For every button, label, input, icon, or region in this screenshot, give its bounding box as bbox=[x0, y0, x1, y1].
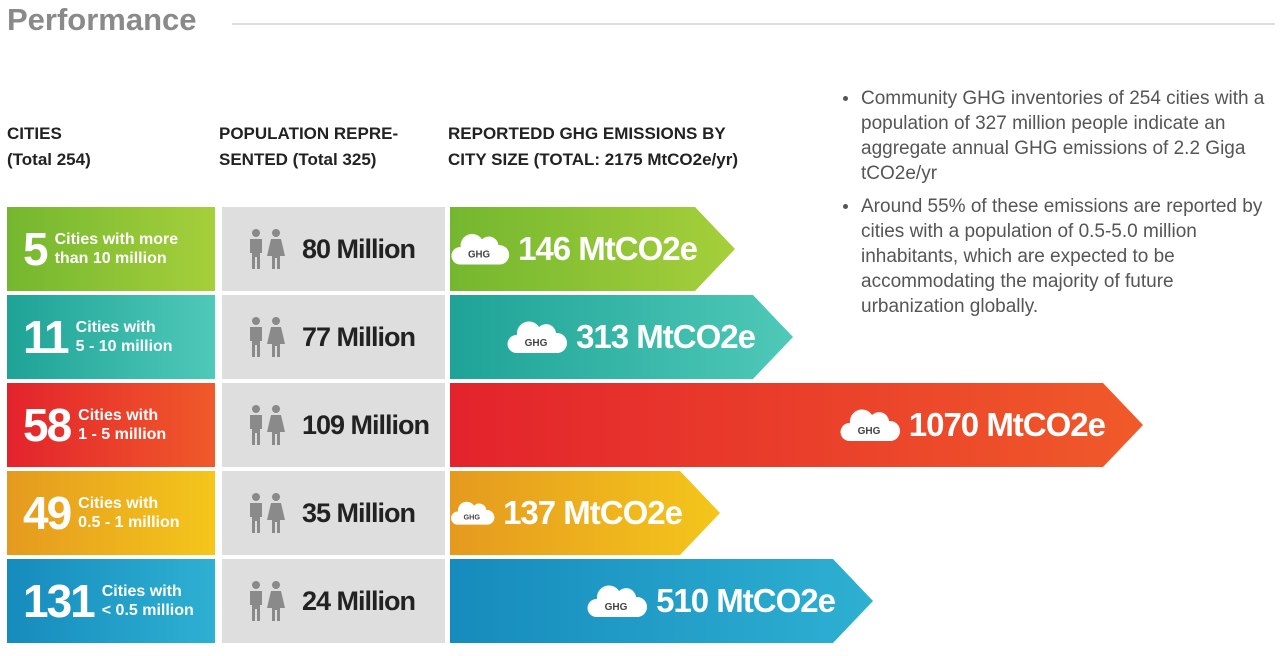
icon-head bbox=[272, 493, 280, 501]
city-count: 11 bbox=[23, 311, 70, 363]
icon-head bbox=[252, 317, 260, 325]
title: Performance bbox=[7, 2, 197, 37]
column-header: POPULATION REPRE- SENTED (Total 325) bbox=[219, 124, 399, 169]
city-label: Cities with more than 10 million bbox=[54, 231, 179, 267]
bullet: Community GHG inventories of 254 cities … bbox=[840, 86, 1280, 186]
column-header: REPORTEDD GHG EMISSIONS BY CITY SIZE (TO… bbox=[448, 124, 739, 169]
icon-head bbox=[252, 405, 260, 413]
icon-head bbox=[252, 581, 260, 589]
icon-body bbox=[267, 415, 285, 445]
icon-body bbox=[267, 503, 285, 533]
ghg-cloud: GHG bbox=[839, 407, 901, 443]
people-icon bbox=[250, 405, 285, 445]
cloud-label: GHG bbox=[464, 513, 481, 522]
bullet-list: Community GHG inventories of 254 cities … bbox=[840, 86, 1280, 327]
city-count: 58 bbox=[23, 399, 72, 451]
people-icon bbox=[250, 493, 285, 533]
icon-body bbox=[250, 327, 262, 357]
population-cell: 80 Million bbox=[222, 207, 445, 291]
population-cell: 77 Million bbox=[222, 295, 445, 379]
city-count: 131 bbox=[23, 575, 96, 627]
people-icon bbox=[250, 229, 285, 269]
cloud-shape bbox=[451, 502, 494, 525]
icon-body bbox=[267, 239, 285, 269]
population-cell: 24 Million bbox=[222, 559, 445, 643]
emissions: 146 MtCO2e bbox=[518, 230, 697, 267]
population-cell: 35 Million bbox=[222, 471, 445, 555]
city-cell: 5 Cities with more than 10 million bbox=[7, 207, 215, 291]
icon-body bbox=[250, 503, 262, 533]
emissions-arrow: GHG 146 MtCO2e bbox=[450, 207, 735, 291]
emissions: 1070 MtCO2e bbox=[908, 406, 1105, 443]
city-label: Cities with 5 - 10 million bbox=[75, 319, 173, 355]
emissions-arrow: GHG 510 MtCO2e bbox=[450, 559, 873, 643]
icon-head bbox=[272, 581, 280, 589]
cloud-label: GHG bbox=[857, 426, 880, 437]
city-label: Cities with 1 - 5 million bbox=[78, 407, 167, 443]
emissions-arrow: GHG 1070 MtCO2e bbox=[450, 383, 1143, 467]
column-header: CITIES (Total 254) bbox=[7, 124, 91, 169]
cloud-shape bbox=[840, 409, 900, 441]
ghg-cloud: GHG bbox=[450, 495, 495, 531]
icon-body bbox=[250, 415, 262, 445]
cloud-label: GHG bbox=[605, 602, 628, 613]
ghg-cloud: GHG bbox=[506, 319, 568, 355]
city-cell: 49 Cities with 0.5 - 1 million bbox=[7, 471, 215, 555]
emissions: 510 MtCO2e bbox=[656, 582, 835, 619]
population: 109 Million bbox=[302, 409, 430, 440]
title-rule bbox=[232, 23, 1275, 25]
icon-head bbox=[252, 493, 260, 501]
city-label: Cities with 0.5 - 1 million bbox=[78, 495, 180, 531]
ghg-cloud: GHG bbox=[450, 231, 510, 267]
people-icon bbox=[250, 317, 285, 357]
cloud-shape bbox=[588, 585, 648, 617]
emissions: 313 MtCO2e bbox=[576, 318, 755, 355]
population: 24 Million bbox=[302, 585, 416, 616]
population: 35 Million bbox=[302, 497, 416, 528]
icon-head bbox=[252, 229, 260, 237]
icon-body bbox=[267, 327, 285, 357]
icon-head bbox=[272, 229, 280, 237]
emissions-arrow: GHG 137 MtCO2e bbox=[450, 471, 720, 555]
ghg-cloud: GHG bbox=[586, 583, 648, 619]
city-cell: 131 Cities with < 0.5 million bbox=[7, 559, 215, 643]
city-count: 5 bbox=[23, 223, 49, 275]
population-cell: 109 Million bbox=[222, 383, 445, 467]
city-label: Cities with < 0.5 million bbox=[101, 583, 194, 619]
cloud-shape bbox=[451, 234, 509, 265]
icon-body bbox=[267, 591, 285, 621]
city-cell: 58 Cities with 1 - 5 million bbox=[7, 383, 215, 467]
cloud-label: GHG bbox=[468, 250, 490, 261]
emissions: 137 MtCO2e bbox=[503, 494, 682, 531]
population: 80 Million bbox=[302, 233, 416, 264]
city-cell: 11 Cities with 5 - 10 million bbox=[7, 295, 215, 379]
people-icon bbox=[250, 581, 285, 621]
emissions-arrow: GHG 313 MtCO2e bbox=[450, 295, 793, 379]
cloud-shape bbox=[508, 321, 568, 353]
population: 77 Million bbox=[302, 321, 416, 352]
icon-head bbox=[272, 405, 280, 413]
bullet: Around 55% of these emissions are report… bbox=[840, 194, 1280, 319]
icon-body bbox=[250, 591, 262, 621]
cloud-label: GHG bbox=[525, 338, 548, 349]
icon-head bbox=[272, 317, 280, 325]
city-count: 49 bbox=[23, 487, 72, 539]
icon-body bbox=[250, 239, 262, 269]
